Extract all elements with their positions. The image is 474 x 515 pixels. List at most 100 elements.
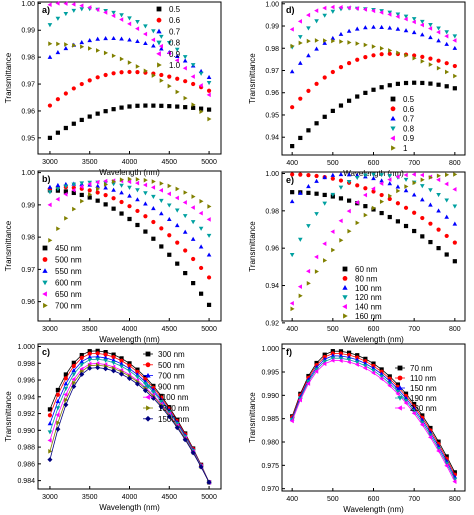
data-point	[47, 103, 53, 108]
data-point	[111, 53, 117, 59]
y-tick-label: 0.96	[265, 246, 279, 253]
data-point	[206, 217, 211, 222]
data-point	[387, 196, 392, 202]
data-point	[127, 363, 132, 368]
data-point	[330, 176, 335, 181]
data-point	[87, 181, 92, 187]
data-point	[453, 73, 458, 79]
data-point	[127, 369, 132, 374]
x-tick-label: 4500	[161, 326, 177, 333]
data-point	[419, 19, 425, 24]
data-point	[306, 26, 311, 31]
data-point	[79, 192, 84, 198]
series-0.5	[47, 103, 212, 140]
data-point	[339, 39, 344, 44]
data-point	[395, 14, 400, 19]
data-point	[88, 192, 93, 197]
data-point	[182, 229, 188, 234]
data-point	[190, 450, 196, 456]
data-point	[452, 240, 457, 245]
data-point	[290, 172, 295, 177]
data-point	[306, 173, 311, 178]
legend-label: 0.8	[403, 124, 415, 133]
data-point	[403, 223, 409, 229]
data-point	[322, 40, 328, 45]
data-point	[143, 40, 148, 46]
data-point	[206, 479, 212, 485]
data-point	[338, 358, 343, 363]
data-point	[444, 30, 450, 35]
data-point	[119, 105, 124, 110]
data-point	[363, 364, 368, 369]
data-point	[191, 81, 196, 87]
data-point	[338, 65, 344, 70]
data-point	[395, 389, 401, 394]
x-tick-label: 5000	[201, 326, 217, 333]
legend-marker	[42, 280, 48, 286]
data-point	[198, 464, 204, 470]
data-point	[428, 221, 433, 226]
chart-panel-4: 400 500 600 700 800 0.94 0.95 0.96 0.97 0.98 0.99 1…	[248, 1, 466, 178]
data-point	[289, 199, 295, 204]
legend-label: 70 nm	[410, 364, 433, 373]
data-point	[135, 180, 140, 186]
data-point	[411, 409, 417, 414]
data-point	[111, 71, 116, 76]
data-point	[347, 198, 352, 203]
data-point	[379, 192, 384, 198]
data-point	[95, 186, 101, 192]
y-tick-label: 0.99	[21, 202, 35, 209]
y-tick-label: 0.98	[21, 55, 35, 62]
legend-label: 1500 nm	[158, 415, 189, 424]
data-point	[95, 111, 100, 116]
data-point	[403, 188, 409, 193]
data-point	[330, 35, 336, 40]
x-axis-label: Wavelength (nm)	[343, 505, 404, 514]
y-tick-label: 0.94	[265, 135, 279, 142]
series-1500-nm	[47, 365, 212, 485]
data-point	[143, 229, 148, 234]
data-point	[330, 9, 336, 14]
data-point	[103, 358, 108, 363]
legend-marker	[390, 126, 396, 132]
legend-label: 0.6	[403, 105, 415, 114]
data-point	[419, 32, 425, 37]
data-point	[199, 109, 204, 114]
legend-label: 600 nm	[55, 279, 82, 288]
data-point	[88, 46, 93, 51]
data-point	[151, 179, 156, 184]
data-point	[354, 6, 359, 11]
series-0.9	[47, 1, 211, 98]
data-point	[355, 94, 360, 99]
data-point	[403, 28, 409, 33]
legend-marker	[157, 62, 162, 68]
data-point	[403, 205, 409, 210]
x-tick-label: 4000	[122, 326, 138, 333]
data-point	[63, 91, 68, 96]
data-point	[182, 65, 187, 71]
data-point	[47, 2, 52, 8]
y-axis-label: Transmittance	[4, 220, 13, 271]
y-tick-label: 0.96	[21, 299, 35, 306]
y-tick-label: 1.00	[21, 170, 35, 177]
panel-label: c)	[42, 347, 50, 357]
legend-label: 160 nm	[355, 312, 382, 321]
data-point	[371, 8, 376, 14]
data-point	[167, 104, 172, 109]
data-point	[166, 191, 171, 197]
data-point	[206, 302, 212, 307]
data-point	[396, 50, 401, 56]
legend-marker	[397, 365, 403, 371]
data-point	[175, 89, 180, 95]
data-point	[338, 218, 343, 224]
data-point	[103, 352, 108, 357]
series-230-nm	[289, 358, 457, 484]
y-tick-label: 0.992	[17, 411, 35, 418]
data-point	[135, 26, 140, 31]
data-point	[428, 239, 433, 245]
data-point	[127, 16, 132, 21]
data-point	[338, 356, 344, 361]
data-point	[452, 34, 458, 39]
legend-label: 0.9	[403, 134, 415, 143]
data-point	[395, 12, 401, 17]
